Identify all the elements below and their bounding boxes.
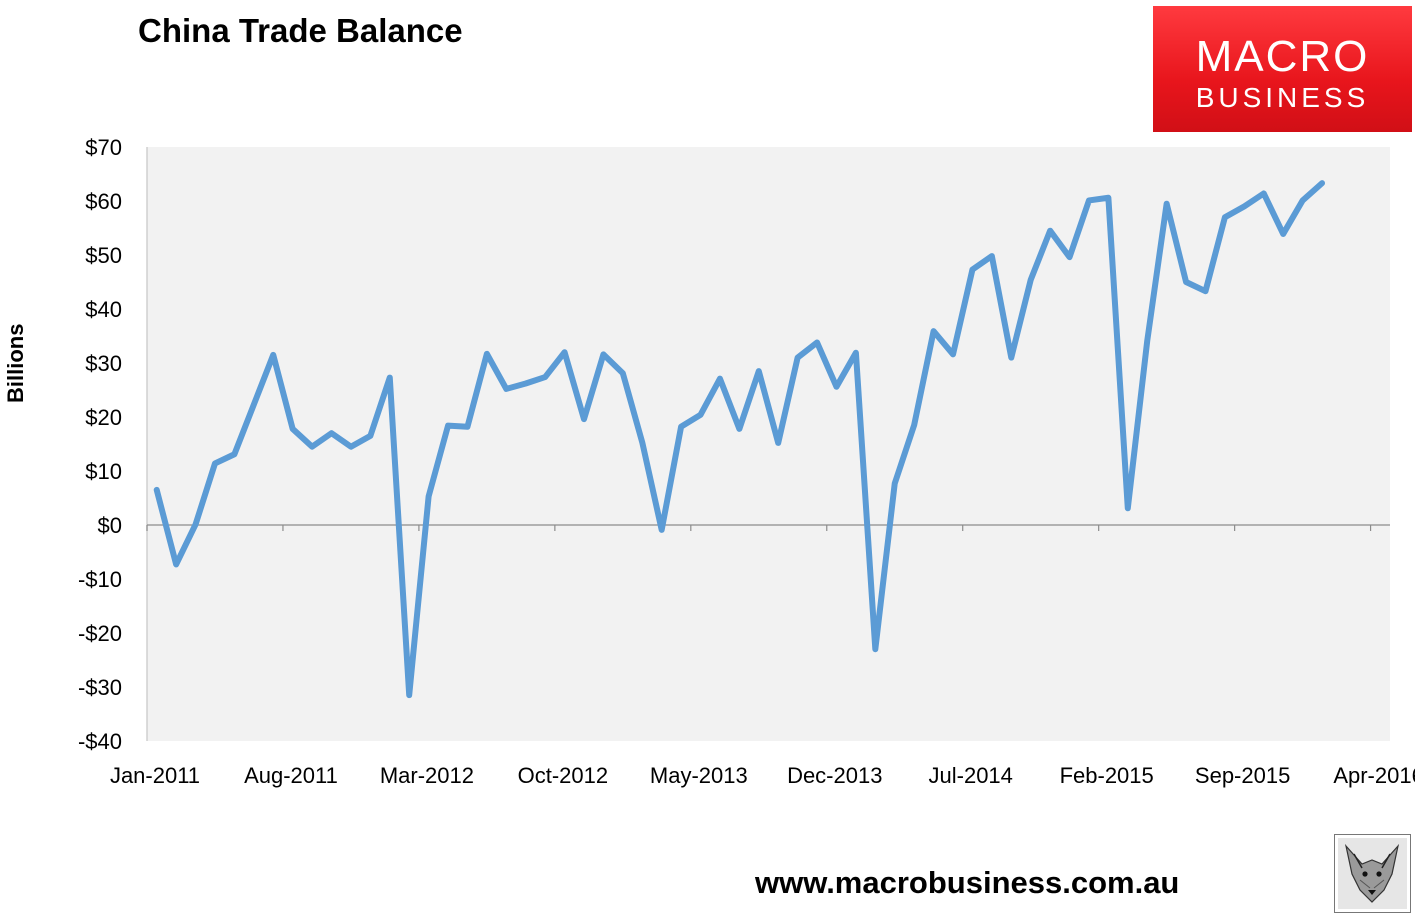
logo-line-2: BUSINESS bbox=[1195, 82, 1370, 113]
y-tick-label: $20 bbox=[85, 405, 122, 430]
y-tick-label: -$20 bbox=[78, 621, 122, 646]
y-tick-label: $40 bbox=[85, 297, 122, 322]
x-tick-label: Feb-2015 bbox=[1060, 763, 1154, 788]
x-tick-label: Jan-2011 bbox=[110, 763, 200, 788]
x-tick-label: Mar-2012 bbox=[380, 763, 474, 788]
y-tick-label: $0 bbox=[98, 513, 122, 538]
x-tick-label: Sep-2015 bbox=[1195, 763, 1290, 788]
y-tick-label: -$10 bbox=[78, 567, 122, 592]
x-tick-label: Dec-2013 bbox=[787, 763, 882, 788]
y-tick-label: $70 bbox=[85, 135, 122, 160]
x-tick-label: Aug-2011 bbox=[244, 763, 338, 788]
x-tick-label: Oct-2012 bbox=[518, 763, 609, 788]
macro-business-logo[interactable]: MACRO BUSINESS bbox=[1153, 6, 1412, 132]
website-url[interactable]: www.macrobusiness.com.au bbox=[755, 865, 1180, 900]
x-axis: Jan-2011 Aug-2011 Mar-2012 Oct-2012 May-2013… bbox=[110, 524, 1415, 788]
fox-icon bbox=[1334, 834, 1411, 913]
series-group bbox=[153, 180, 1326, 699]
y-tick-label: $10 bbox=[85, 459, 122, 484]
logo-line-1: MACRO bbox=[1195, 32, 1370, 81]
y-tick-label: -$30 bbox=[78, 675, 122, 700]
y-tick-label: $60 bbox=[85, 189, 122, 214]
x-tick-label: Apr-2016 bbox=[1333, 763, 1415, 788]
y-tick-label: $50 bbox=[85, 243, 122, 268]
x-tick-label: Jul-2014 bbox=[929, 763, 1013, 788]
plot-area bbox=[147, 147, 1390, 741]
y-tick-label: -$40 bbox=[78, 729, 122, 754]
y-axis: $70 $60 $50 $40 $30 $20 $10 $0 -$10 -$20 -$30 -$40 bbox=[78, 135, 148, 754]
chart-title: China Trade Balance bbox=[138, 12, 463, 49]
y-tick-label: $30 bbox=[85, 351, 122, 376]
x-tick-label: May-2013 bbox=[650, 763, 748, 788]
